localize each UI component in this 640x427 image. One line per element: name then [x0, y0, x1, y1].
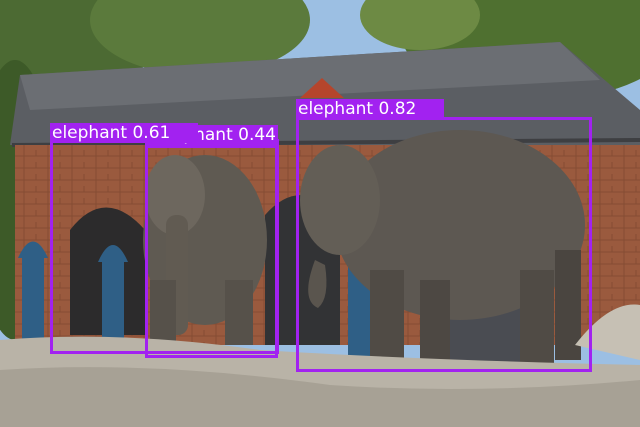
- elephant-right: [300, 130, 585, 365]
- rock-ledge: [0, 304, 640, 427]
- detection-label-elephant-0: elephant 0.61: [50, 123, 198, 143]
- detection-box-elephant-1: [145, 145, 278, 358]
- elephant-left: [143, 155, 267, 345]
- detection-label-elephant-2: elephant 0.82: [296, 99, 444, 119]
- detection-box-elephant-2: [296, 117, 592, 372]
